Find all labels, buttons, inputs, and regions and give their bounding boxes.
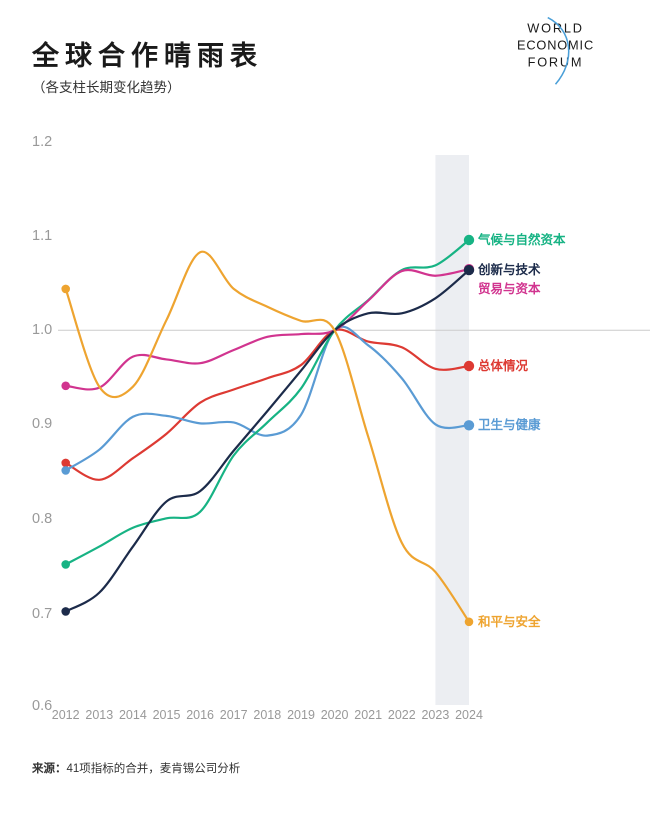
svg-text:2021: 2021 [354, 708, 382, 722]
svg-text:2023: 2023 [421, 708, 449, 722]
svg-text:贸易与资本: 贸易与资本 [478, 281, 541, 296]
svg-text:2014: 2014 [119, 708, 147, 722]
svg-text:0.7: 0.7 [32, 606, 52, 622]
svg-text:0.8: 0.8 [32, 511, 52, 527]
svg-text:1.1: 1.1 [32, 228, 52, 244]
svg-text:2015: 2015 [153, 708, 181, 722]
svg-text:0.6: 0.6 [32, 698, 52, 714]
svg-text:2024: 2024 [455, 708, 483, 722]
svg-text:2017: 2017 [220, 708, 248, 722]
svg-text:2022: 2022 [388, 708, 416, 722]
svg-text:2013: 2013 [85, 708, 113, 722]
svg-text:1.2: 1.2 [32, 134, 52, 150]
svg-text:0.9: 0.9 [32, 416, 52, 432]
svg-text:气候与自然资本: 气候与自然资本 [477, 232, 566, 247]
svg-text:2012: 2012 [52, 708, 80, 722]
svg-text:和平与安全: 和平与安全 [477, 614, 541, 629]
svg-text:卫生与健康: 卫生与健康 [478, 417, 541, 432]
svg-text:1.0: 1.0 [32, 322, 52, 338]
svg-text:2016: 2016 [186, 708, 214, 722]
svg-text:总体情况: 总体情况 [478, 358, 529, 373]
svg-text:创新与技术: 创新与技术 [477, 262, 541, 277]
svg-text:2019: 2019 [287, 708, 315, 722]
svg-text:2018: 2018 [253, 708, 281, 722]
svg-text:2020: 2020 [321, 708, 349, 722]
